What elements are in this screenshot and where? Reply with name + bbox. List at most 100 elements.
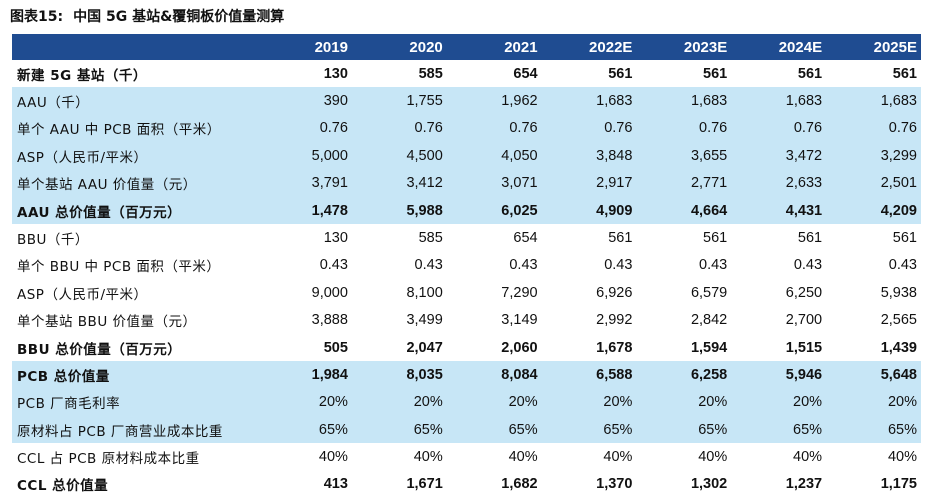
- table-cell: 1,984: [257, 361, 352, 389]
- row-label: PCB 厂商毛利率: [12, 388, 258, 417]
- table-cell: 40%: [731, 443, 827, 471]
- table-cell: 5,946: [731, 361, 827, 389]
- table-cell: 1,478: [257, 196, 352, 225]
- table-cell: 1,683: [541, 87, 637, 115]
- table-cell: 3,888: [257, 306, 352, 334]
- table-cell: 1,755: [351, 87, 447, 115]
- table-row: 原材料占 PCB 厂商营业成本比重 65% 65% 65% 65% 65% 65…: [12, 416, 921, 444]
- table-cell: 4,209: [826, 196, 921, 225]
- table-cell: 20%: [636, 388, 732, 417]
- table-cell: 5,000: [257, 142, 352, 170]
- table-cell: 0.76: [446, 114, 542, 143]
- table-cell: 65%: [731, 416, 827, 444]
- table-row: BBU 总价值量（百万元） 505 2,047 2,060 1,678 1,59…: [12, 333, 921, 362]
- table-cell: 561: [826, 60, 921, 88]
- table-cell: 1,439: [826, 333, 921, 362]
- row-label: ASP（人民币/平米）: [12, 279, 258, 307]
- table-row: CCL 总价值量 413 1,671 1,682 1,370 1,302 1,2…: [12, 470, 921, 494]
- table-cell: 20%: [446, 388, 542, 417]
- table-cell: 20%: [731, 388, 827, 417]
- figure-title-text: 中国 5G 基站&覆铜板价值量测算: [73, 9, 285, 25]
- row-label: ASP（人民币/平米）: [12, 142, 258, 170]
- table-cell: 40%: [826, 443, 921, 471]
- table-cell: 40%: [446, 443, 542, 471]
- table-cell: 1,515: [731, 333, 827, 362]
- row-label: CCL 总价值量: [12, 470, 258, 494]
- table-row: 单个 BBU 中 PCB 面积（平米） 0.43 0.43 0.43 0.43 …: [12, 251, 921, 280]
- table-cell: 2,565: [826, 306, 921, 334]
- table-header-row: 2019 2020 2021 2022E 2023E 2024E 2025E: [12, 34, 921, 60]
- table-cell: 1,683: [731, 87, 827, 115]
- table-cell: 4,050: [446, 142, 542, 170]
- table-cell: 4,500: [351, 142, 447, 170]
- table-cell: 6,025: [446, 196, 542, 225]
- table-cell: 2,700: [731, 306, 827, 334]
- row-label: AAU 总价值量（百万元）: [12, 196, 258, 225]
- table-cell: 4,909: [541, 196, 637, 225]
- table-cell: 6,250: [731, 279, 827, 307]
- table-cell: 1,678: [541, 333, 637, 362]
- table-cell: 8,100: [351, 279, 447, 307]
- table-row: PCB 厂商毛利率 20% 20% 20% 20% 20% 20% 20%: [12, 388, 921, 417]
- table-cell: 505: [257, 333, 352, 362]
- table-cell: 585: [351, 60, 447, 88]
- table-cell: 1,671: [351, 470, 447, 494]
- table-cell: 65%: [446, 416, 542, 444]
- table-cell: 0.43: [351, 251, 447, 280]
- table-cell: 6,579: [636, 279, 732, 307]
- table-cell: 1,683: [636, 87, 732, 115]
- table-cell: 1,175: [826, 470, 921, 494]
- table-row: 单个基站 BBU 价值量（元） 3,888 3,499 3,149 2,992 …: [12, 306, 921, 334]
- table-cell: 65%: [541, 416, 637, 444]
- table-cell: 1,682: [446, 470, 542, 494]
- table-cell: 7,290: [446, 279, 542, 307]
- table-cell: 8,084: [446, 361, 542, 389]
- table-row: ASP（人民币/平米） 5,000 4,500 4,050 3,848 3,65…: [12, 142, 921, 170]
- table-cell: 130: [257, 60, 352, 88]
- table-cell: 0.43: [541, 251, 637, 280]
- row-label: AAU（千）: [12, 87, 258, 115]
- table-cell: 4,664: [636, 196, 732, 225]
- column-header: 2024E: [731, 34, 827, 60]
- table-cell: 20%: [257, 388, 352, 417]
- valuation-table: 2019 2020 2021 2022E 2023E 2024E 2025E 新…: [12, 34, 921, 494]
- table-cell: 8,035: [351, 361, 447, 389]
- table-cell: 2,771: [636, 169, 732, 197]
- table-cell: 6,588: [541, 361, 637, 389]
- table-cell: 0.43: [826, 251, 921, 280]
- table-cell: 0.76: [541, 114, 637, 143]
- table-cell: 561: [731, 60, 827, 88]
- row-label: 原材料占 PCB 厂商营业成本比重: [12, 416, 258, 444]
- table-cell: 0.76: [351, 114, 447, 143]
- table-cell: 6,258: [636, 361, 732, 389]
- column-header: 2019: [257, 34, 352, 60]
- table-cell: 1,594: [636, 333, 732, 362]
- table-cell: 4,431: [731, 196, 827, 225]
- table-cell: 3,149: [446, 306, 542, 334]
- table-cell: 2,917: [541, 169, 637, 197]
- table-cell: 561: [826, 224, 921, 252]
- table-cell: 2,060: [446, 333, 542, 362]
- table-cell: 0.43: [731, 251, 827, 280]
- row-label: CCL 占 PCB 原材料成本比重: [12, 443, 258, 471]
- table-cell: 3,655: [636, 142, 732, 170]
- table-cell: 654: [446, 60, 542, 88]
- table-row: 新建 5G 基站（千） 130 585 654 561 561 561 561: [12, 60, 921, 88]
- table-cell: 9,000: [257, 279, 352, 307]
- table-cell: 65%: [636, 416, 732, 444]
- table-cell: 0.76: [731, 114, 827, 143]
- row-label: PCB 总价值量: [12, 361, 258, 389]
- table-cell: 561: [541, 60, 637, 88]
- table-cell: 413: [257, 470, 352, 494]
- table-cell: 0.76: [257, 114, 352, 143]
- column-header: 2023E: [636, 34, 732, 60]
- row-label: BBU 总价值量（百万元）: [12, 333, 258, 362]
- table-cell: 65%: [351, 416, 447, 444]
- row-label: 单个基站 AAU 价值量（元）: [12, 169, 258, 197]
- table-cell: 1,962: [446, 87, 542, 115]
- table-row: AAU 总价值量（百万元） 1,478 5,988 6,025 4,909 4,…: [12, 196, 921, 225]
- table-cell: 6,926: [541, 279, 637, 307]
- table-row: ASP（人民币/平米） 9,000 8,100 7,290 6,926 6,57…: [12, 279, 921, 307]
- table-cell: 3,472: [731, 142, 827, 170]
- table-row: CCL 占 PCB 原材料成本比重 40% 40% 40% 40% 40% 40…: [12, 443, 921, 471]
